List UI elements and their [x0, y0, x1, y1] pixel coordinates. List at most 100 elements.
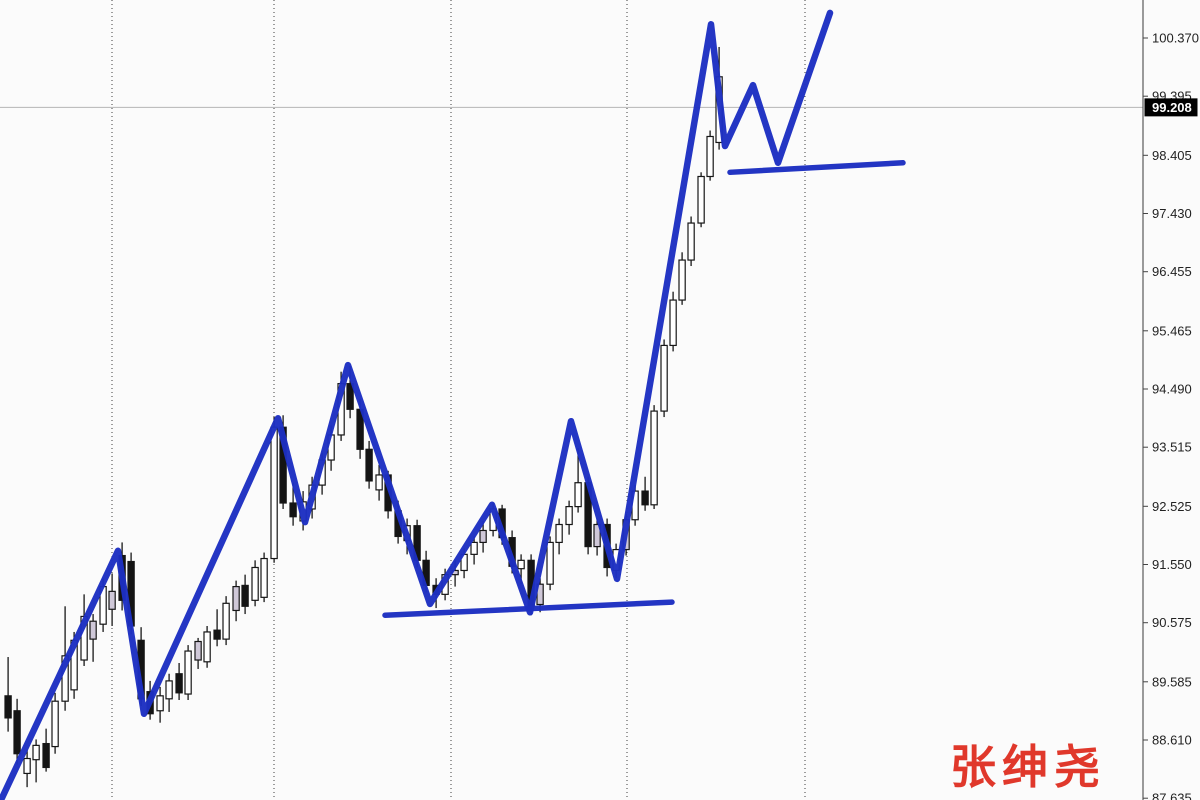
candle-body [156, 695, 164, 712]
candle-body [108, 590, 116, 610]
candle [194, 637, 202, 669]
candle [13, 698, 21, 765]
price-axis-label: 94.490 [1152, 382, 1192, 397]
candle [165, 673, 173, 712]
candle-body [89, 620, 97, 640]
candle-body [365, 448, 373, 482]
candle-body [669, 299, 677, 347]
candle [213, 609, 221, 647]
price-axis-label: 100.370 [1152, 31, 1199, 46]
price-axis-label: 96.455 [1152, 264, 1192, 279]
candle [222, 596, 230, 646]
candle [175, 662, 183, 701]
candle [251, 560, 259, 607]
candle-body [641, 490, 649, 506]
candle [89, 614, 97, 662]
candle [23, 749, 31, 788]
candle-body [546, 541, 554, 585]
candle-body [517, 559, 525, 570]
candle [479, 520, 487, 553]
resistance-line[interactable] [727, 160, 906, 176]
price-axis-label: 91.550 [1152, 557, 1192, 572]
candle-body [565, 505, 573, 526]
candle [650, 405, 658, 509]
candle-body [222, 602, 230, 640]
candle-body [203, 631, 211, 663]
candle [660, 339, 668, 418]
candle-body [678, 259, 686, 301]
watermark-text: 张绅尧 [950, 740, 1106, 794]
candle-body [593, 523, 601, 548]
candle-body [574, 482, 582, 508]
candle [706, 130, 714, 181]
candle [241, 574, 249, 615]
candle-body [706, 135, 714, 178]
candle-body [184, 650, 192, 695]
candle [260, 552, 268, 603]
price-axis-label: 93.515 [1152, 440, 1192, 455]
candle [574, 448, 582, 513]
candle [593, 518, 601, 556]
candle [289, 482, 297, 526]
candle-body [697, 175, 705, 224]
current-price-box [1144, 98, 1198, 117]
candle-body [232, 585, 240, 612]
candle-body [175, 673, 183, 694]
candle-body [479, 529, 487, 544]
candle-body [555, 523, 563, 544]
candle [697, 172, 705, 228]
price-axis-label: 88.610 [1152, 733, 1192, 748]
candle [42, 728, 50, 772]
price-axis-label: 92.525 [1152, 499, 1192, 514]
candle [565, 500, 573, 535]
candle [156, 686, 164, 723]
candle [555, 518, 563, 555]
candle-body [32, 744, 40, 761]
candle [203, 625, 211, 668]
candle-body [13, 710, 21, 755]
current-price-value: 99.208 [1152, 100, 1192, 115]
candle [641, 476, 649, 511]
candle-body [23, 757, 31, 775]
candle [678, 252, 686, 305]
candle-body [650, 410, 658, 506]
candle [365, 440, 373, 489]
price-axis-label: 87.635 [1152, 791, 1192, 800]
candle [108, 573, 116, 626]
candle [4, 657, 12, 732]
candle-body [289, 502, 297, 518]
price-axis-label: 97.430 [1152, 206, 1192, 221]
price-axis-label: 95.465 [1152, 323, 1192, 338]
candle [184, 645, 192, 701]
candle-body [251, 566, 259, 601]
candle-body [213, 629, 221, 640]
candle-body [194, 640, 202, 661]
trendline-zigzag[interactable] [0, 9, 834, 800]
candle [669, 291, 677, 352]
candle-body [260, 557, 268, 598]
candle-body [470, 541, 478, 555]
candle [51, 692, 59, 754]
support-line[interactable] [382, 599, 675, 618]
price-axis-label: 90.575 [1152, 615, 1192, 630]
candle-body [270, 426, 278, 560]
candle-body [42, 742, 50, 769]
candle [232, 580, 240, 622]
candle [32, 739, 40, 783]
candle-body [241, 584, 249, 607]
candle-body [660, 344, 668, 412]
candle-body [375, 474, 383, 491]
price-axis-label: 89.585 [1152, 674, 1192, 689]
candle-body [165, 680, 173, 700]
candle-body [4, 695, 12, 719]
candle [375, 464, 383, 501]
candle-body [687, 222, 695, 261]
price-axis-label: 98.405 [1152, 148, 1192, 163]
candle [470, 536, 478, 565]
candle [687, 216, 695, 267]
candle-body [346, 383, 354, 410]
candle-body [51, 700, 59, 748]
candle [546, 536, 554, 591]
